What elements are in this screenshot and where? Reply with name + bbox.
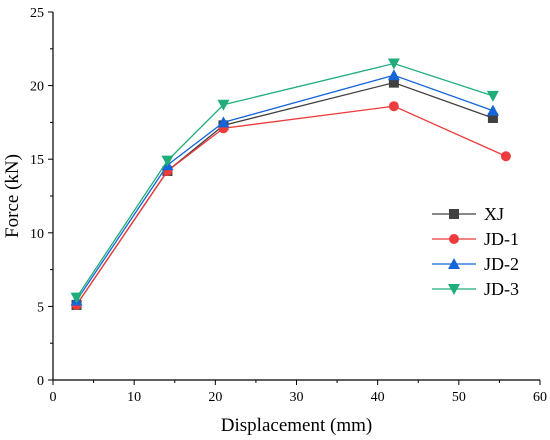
y-tick-label: 15: [30, 153, 44, 168]
legend-label: JD-1: [484, 229, 519, 249]
data-point-jd-2: [486, 104, 499, 116]
data-point-xj: [388, 77, 399, 88]
legend-marker: [448, 284, 460, 295]
legend-item-xj: XJ: [432, 204, 504, 224]
x-axis-title: Displacement (mm): [221, 415, 372, 436]
legend-marker: [448, 258, 460, 269]
y-tick-label: 5: [37, 300, 44, 315]
data-point-jd-3: [70, 292, 83, 304]
series-line-jd-3: [75, 62, 494, 298]
x-tick-label: 10: [127, 390, 141, 405]
x-tick-label: 50: [452, 390, 466, 405]
series-line-jd-2: [75, 74, 494, 301]
legend-item-jd-2: JD-2: [432, 254, 519, 274]
x-tick-label: 40: [371, 390, 385, 405]
y-tick-label: 20: [30, 80, 44, 95]
legend-marker: [449, 234, 459, 244]
legend-item-jd-1: JD-1: [432, 229, 519, 249]
legend-label: JD-3: [484, 279, 519, 299]
x-tick-label: 60: [533, 390, 547, 405]
y-tick-label: 0: [37, 374, 44, 389]
data-point-jd-2: [387, 69, 400, 81]
data-point-jd-1: [388, 101, 399, 112]
data-point-jd-2: [217, 116, 230, 128]
y-axis-title: Force (kN): [2, 154, 23, 238]
data-point-jd-1: [500, 151, 511, 162]
legend-label: JD-2: [484, 254, 519, 274]
x-tick-label: 0: [50, 390, 57, 405]
series-jd-3: [70, 58, 499, 304]
y-tick-label: 25: [30, 6, 44, 21]
axes: 0 10 20 30 40 50 60 0 5 10 15 20 25: [30, 6, 547, 405]
series-xj: [71, 77, 498, 310]
legend-label: XJ: [484, 204, 504, 224]
legend-marker: [449, 209, 459, 219]
data-point-jd-3: [161, 155, 174, 167]
y-tick-label: 10: [30, 227, 44, 242]
series-line-xj: [76, 81, 494, 306]
data-point-xj: [487, 112, 498, 123]
data-point-jd-3: [486, 90, 499, 102]
x-tick-label: 30: [290, 390, 304, 405]
data-point-jd-3: [387, 58, 400, 70]
legend-item-jd-3: JD-3: [432, 279, 519, 299]
series-jd-2: [70, 69, 499, 306]
x-tick-label: 20: [208, 390, 222, 405]
data-point-jd-3: [217, 99, 230, 111]
legend: XJ JD-1 JD-2 JD-3: [432, 204, 519, 299]
plot-area: [70, 58, 511, 310]
